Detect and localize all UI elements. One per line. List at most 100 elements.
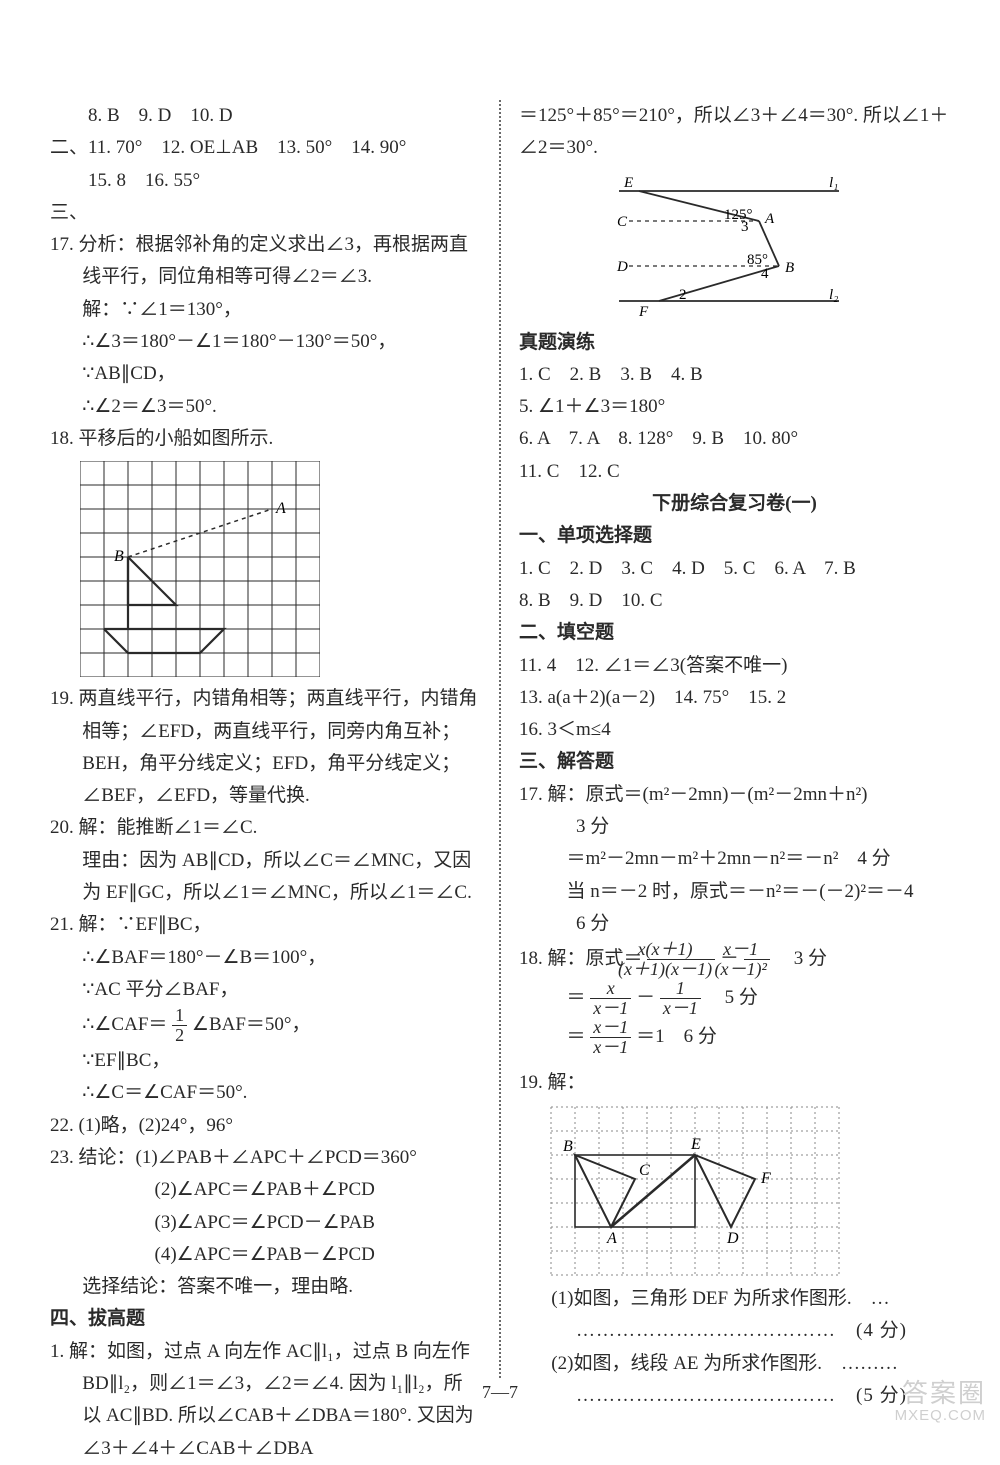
score: 3 分	[775, 948, 827, 969]
q21-step: ∴∠C＝∠CAF＝50°.	[50, 1077, 481, 1109]
text: ＝1 6 分	[636, 1026, 717, 1047]
text-line: 二、11. 70° 12. OE⊥AB 13. 50° 14. 90°	[50, 132, 481, 164]
q20: 20. 解：能推断∠1＝∠C.	[50, 812, 481, 844]
q19: 19. 两直线平行，内错角相等；两直线平行，内错角相等；∠EFD，两直线平行，同…	[50, 683, 481, 812]
right-column: ＝125°＋85°＝210°，所以∠3＋∠4＝30°. 所以∠1＋∠2＝30°.…	[519, 100, 950, 1378]
answers: 6. A 7. A 8. 128° 9. B 10. 80°	[519, 423, 950, 455]
figure-boat-grid: AB	[80, 461, 481, 677]
denominator: (x－1)²	[744, 959, 770, 979]
text: ＝	[567, 987, 586, 1008]
q21-step: ∵AC 平分∠BAF，	[50, 974, 481, 1006]
watermark: 答案圈 MXEQ.COM	[895, 1379, 986, 1424]
q18: 18. 平移后的小船如图所示.	[50, 423, 481, 455]
denominator: x－1	[660, 998, 701, 1018]
fraction: 1 x－1	[660, 979, 701, 1018]
answers: 1. C 2. B 3. B 4. B	[519, 359, 950, 391]
q19: 19. 解：	[519, 1067, 950, 1099]
fraction: x x－1	[590, 979, 631, 1018]
watermark-main: 答案圈	[902, 1378, 986, 1408]
numerator: x－1	[590, 1018, 631, 1037]
svg-text:B: B	[114, 548, 124, 565]
score: 6 分	[519, 908, 950, 940]
worksheet-title: 下册综合复习卷(一)	[519, 488, 950, 520]
score-dots: ………………………………… (4 分)	[519, 1315, 950, 1347]
q19-part2: (2)如图，线段 AE 为所求作图形. ………	[519, 1348, 950, 1380]
denominator: 2	[172, 1025, 187, 1045]
answers: 13. a(a＋2)(a－2) 14. 75° 15. 2	[519, 682, 950, 714]
text-line: 三、	[50, 197, 481, 229]
q17-step: ∴∠3＝180°－∠1＝180°－130°＝50°，	[50, 326, 481, 358]
section-true-test: 真题演练	[519, 327, 950, 359]
svg-text:l₂: l₂	[829, 287, 838, 303]
q17-step: 当 n＝－2 时，原式＝－n²＝－(－2)²＝－4	[519, 876, 950, 908]
q23: 23. 结论：(1)∠PAB＋∠APC＋∠PCD＝360°	[50, 1142, 481, 1174]
continuation: ＝125°＋85°＝210°，所以∠3＋∠4＝30°. 所以∠1＋∠2＝30°.	[519, 100, 950, 165]
fraction: x－1 x－1	[590, 1018, 631, 1057]
numerator: 1	[172, 1006, 187, 1025]
text: －	[636, 987, 655, 1008]
svg-text:3: 3	[741, 219, 749, 235]
svg-text:A: A	[275, 500, 286, 517]
answers: 8. B 9. D 10. C	[519, 585, 950, 617]
figure-triangles-grid: B C A E F D	[549, 1105, 950, 1277]
q17-analysis: 17. 分析：根据邻补角的定义求出∠3，再根据两直线平行，同位角相等可得∠2＝∠…	[50, 229, 481, 294]
column-divider	[499, 100, 501, 1378]
q21: 21. 解：∵EF∥BC，	[50, 909, 481, 941]
section-4-heading: 四、拔高题	[50, 1303, 481, 1335]
svg-text:A: A	[764, 211, 775, 227]
denominator: (x＋1)(x－1)	[647, 959, 715, 979]
text: ∴∠CAF＝	[82, 1014, 167, 1035]
fraction: 1 2	[172, 1006, 187, 1045]
q17-step: ∴∠2＝∠3＝50°.	[50, 391, 481, 423]
text-line: 15. 8 16. 55°	[50, 165, 481, 197]
fraction: x(x＋1) (x＋1)(x－1)	[647, 940, 715, 979]
svg-text:F: F	[760, 1170, 771, 1187]
text: ∠BAF＝50°，	[192, 1014, 311, 1035]
q21-step: ∴∠BAF＝180°－∠B＝100°，	[50, 942, 481, 974]
numerator: x(x＋1)	[647, 940, 715, 959]
text-line: 8. B 9. D 10. D	[50, 100, 481, 132]
q21-step: ∴∠CAF＝ 1 2 ∠BAF＝50°，	[50, 1006, 481, 1045]
svg-text:2: 2	[679, 287, 687, 303]
svg-text:B: B	[563, 1138, 573, 1155]
figure-parallel-lines: El₁CADBFl₂125°85°342	[579, 171, 950, 321]
q19-part1: (1)如图，三角形 DEF 为所求作图形. …	[519, 1283, 950, 1315]
watermark-sub: MXEQ.COM	[895, 1408, 986, 1425]
section-b-heading: 二、填空题	[519, 617, 950, 649]
text: ＝	[567, 1026, 586, 1047]
q17-step: ＝m²－2mn－m²＋2mn－n²＝－n² 4 分	[519, 843, 950, 875]
answers: 11. C 12. C	[519, 456, 950, 488]
page-number: 7—7	[0, 1377, 1000, 1408]
q23-part: (4)∠APC＝∠PAB－∠PCD	[50, 1239, 481, 1271]
denominator: x－1	[590, 1037, 631, 1057]
answers: 5. ∠1＋∠3＝180°	[519, 391, 950, 423]
fraction: x－1 (x－1)²	[744, 940, 770, 979]
section-a-heading: 一、单项选择题	[519, 520, 950, 552]
q18-step: ＝ x x－1 － 1 x－1 5 分	[519, 979, 950, 1018]
numerator: x－1	[744, 940, 770, 959]
q23-part: (3)∠APC＝∠PCD－∠PAB	[50, 1207, 481, 1239]
numerator: 1	[660, 979, 701, 998]
q22: 22. (1)略，(2)24°，96°	[50, 1110, 481, 1142]
svg-text:l₁: l₁	[829, 175, 838, 191]
q18-sol: 18. 解：原式＝ x(x＋1) (x＋1)(x－1) － x－1 (x－1)²…	[519, 940, 950, 979]
svg-text:B: B	[785, 260, 794, 276]
svg-text:4: 4	[761, 266, 769, 282]
svg-text:E: E	[690, 1136, 701, 1153]
q17-step: ∵AB∥CD，	[50, 358, 481, 390]
svg-text:D: D	[726, 1230, 739, 1247]
left-column: 8. B 9. D 10. D 二、11. 70° 12. OE⊥AB 13. …	[50, 100, 481, 1378]
q23-note: 选择结论：答案不唯一，理由略.	[50, 1271, 481, 1303]
q20-reason: 理由：因为 AB∥CD，所以∠C＝∠MNC，又因为 EF∥GC，所以∠1＝∠MN…	[50, 845, 481, 910]
svg-text:A: A	[606, 1230, 617, 1247]
answers: 11. 4 12. ∠1＝∠3(答案不唯一)	[519, 650, 950, 682]
score: 3 分	[519, 811, 950, 843]
svg-text:F: F	[638, 304, 649, 320]
svg-text:E: E	[623, 175, 633, 191]
denominator: x－1	[590, 998, 631, 1018]
section-c-heading: 三、解答题	[519, 746, 950, 778]
svg-text:C: C	[639, 1162, 650, 1179]
svg-text:C: C	[617, 214, 628, 230]
numerator: x	[590, 979, 631, 998]
answers: 16. 3＜m≤4	[519, 714, 950, 746]
